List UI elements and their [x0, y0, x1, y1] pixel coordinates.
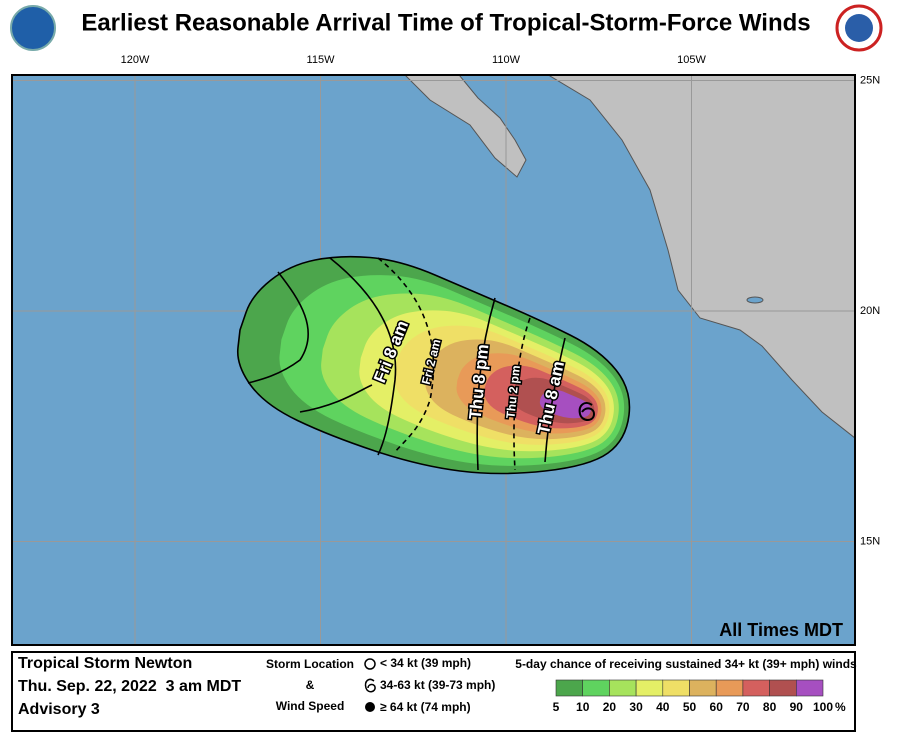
scale-swatch: [689, 679, 717, 697]
storm-legend-title: &: [306, 678, 315, 692]
contour: [544, 337, 566, 463]
advisory-number: Advisory 3: [18, 701, 100, 718]
scale-label: 50: [683, 700, 697, 714]
scale-swatch: [769, 679, 797, 697]
nws-logo-inner: [845, 14, 873, 42]
map-border: [11, 74, 856, 646]
scale-title: 5-day chance of receiving sustained 34+ …: [515, 657, 857, 671]
scale-label: 40: [656, 700, 670, 714]
storm-legend-item: 34-63 kt (39-73 mph): [380, 678, 495, 692]
storm-legend-title: Storm Location: [266, 657, 354, 671]
contour: [329, 257, 397, 456]
scale-swatch: [662, 679, 690, 697]
symbol-hurricane: [365, 702, 375, 712]
advisory-date: Thu. Sep. 22, 2022 3 am MDT: [18, 678, 241, 695]
time-zone-note: All Times MDT: [719, 620, 843, 640]
storm-name: Tropical Storm Newton: [18, 655, 192, 672]
noaa-logo: [10, 5, 56, 51]
scale-label: 30: [629, 700, 643, 714]
storm-legend-item: < 34 kt (39 mph): [380, 656, 471, 670]
map: Fri 8 am Fri 2 am Thu 8 pm Thu 2 pm Thu …: [12, 75, 855, 645]
scale-swatch: [715, 679, 744, 697]
contour: [299, 384, 373, 413]
scale-unit: %: [835, 700, 846, 714]
scale-swatch: [635, 679, 664, 697]
lat-label: 15N: [860, 535, 880, 547]
lon-label: 110W: [492, 54, 521, 66]
time-contours: [247, 257, 566, 471]
mainland-mexico: [547, 75, 855, 439]
symbol-depression: [364, 658, 376, 670]
scale-label: 60: [710, 700, 724, 714]
contour: [377, 257, 435, 453]
lon-label: 120W: [121, 54, 150, 66]
scale-label: 80: [763, 700, 777, 714]
storm-legend-item: ≥ 64 kt (74 mph): [380, 700, 471, 714]
storm-symbol: [578, 402, 596, 421]
lon-label: 105W: [677, 54, 706, 66]
scale-label: 90: [790, 700, 804, 714]
scale-label: 10: [576, 700, 590, 714]
contour: [476, 297, 496, 471]
symbol-storm: [364, 678, 376, 693]
contour: [513, 317, 531, 471]
lat-label: 20N: [860, 305, 880, 317]
scale-swatch: [555, 679, 584, 697]
title: Earliest Reasonable Arrival Time of Trop…: [81, 9, 810, 36]
lake: [746, 296, 764, 304]
scale-swatch: [609, 679, 637, 697]
scale-label: 20: [603, 700, 617, 714]
baja-california: [404, 75, 527, 178]
scale-label: 5: [553, 700, 560, 714]
scale-swatch: [742, 679, 770, 697]
lat-label: 25N: [860, 74, 880, 86]
scale-swatch: [795, 679, 824, 697]
contour: [247, 271, 310, 384]
storm-legend-title: Wind Speed: [276, 699, 345, 713]
lon-label: 115W: [307, 54, 336, 66]
scale-label: 70: [736, 700, 750, 714]
scale-label: 100: [813, 700, 833, 714]
scale-swatch: [582, 679, 610, 697]
